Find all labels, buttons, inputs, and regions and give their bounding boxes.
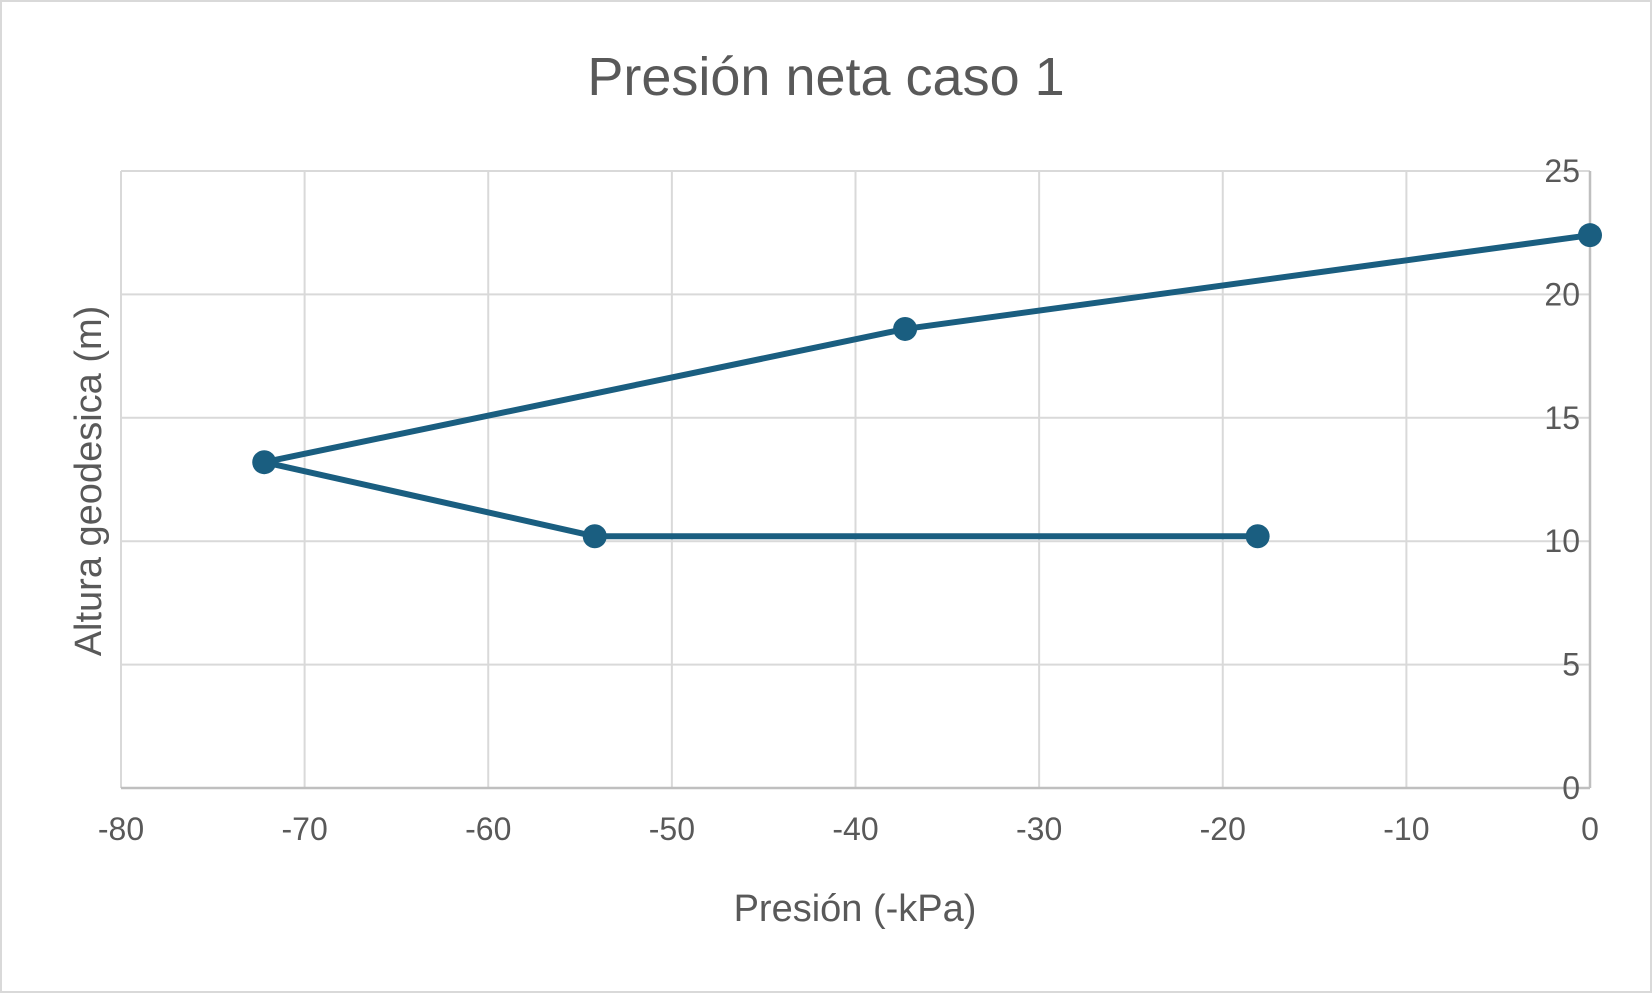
x-tick-label: -40 (832, 811, 878, 847)
axes (121, 171, 1592, 790)
x-axis-label: Presión (-kPa) (734, 888, 977, 930)
y-tick-label: 25 (1544, 153, 1580, 189)
y-tick-label: 10 (1544, 523, 1580, 559)
x-tick-labels: -80 -70 -60 -50 -40 -30 -20 -10 0 (98, 811, 1599, 847)
y-tick-label: 0 (1562, 770, 1580, 806)
x-tick-label: 0 (1581, 811, 1599, 847)
data-point (1245, 524, 1270, 549)
x-tick-label: -30 (1016, 811, 1062, 847)
series (252, 223, 1602, 549)
y-axis-label: Altura geodesica (m) (68, 306, 110, 657)
data-point (1578, 223, 1602, 248)
x-tick-label: -20 (1200, 811, 1246, 847)
y-tick-label: 15 (1544, 400, 1580, 436)
x-tick-label: -10 (1383, 811, 1429, 847)
y-tick-labels: 0 5 10 15 20 25 (1544, 153, 1580, 806)
chart-title: Presión neta caso 1 (587, 47, 1064, 107)
data-point (252, 450, 277, 475)
y-tick-label: 20 (1544, 276, 1580, 312)
series-line (261, 232, 1591, 540)
y-tick-label: 5 (1562, 647, 1580, 683)
x-tick-label: -70 (282, 811, 328, 847)
x-tick-label: -50 (649, 811, 695, 847)
x-tick-label: -60 (465, 811, 511, 847)
data-point (582, 524, 607, 549)
x-tick-label: -80 (98, 811, 144, 847)
data-point (893, 316, 918, 341)
